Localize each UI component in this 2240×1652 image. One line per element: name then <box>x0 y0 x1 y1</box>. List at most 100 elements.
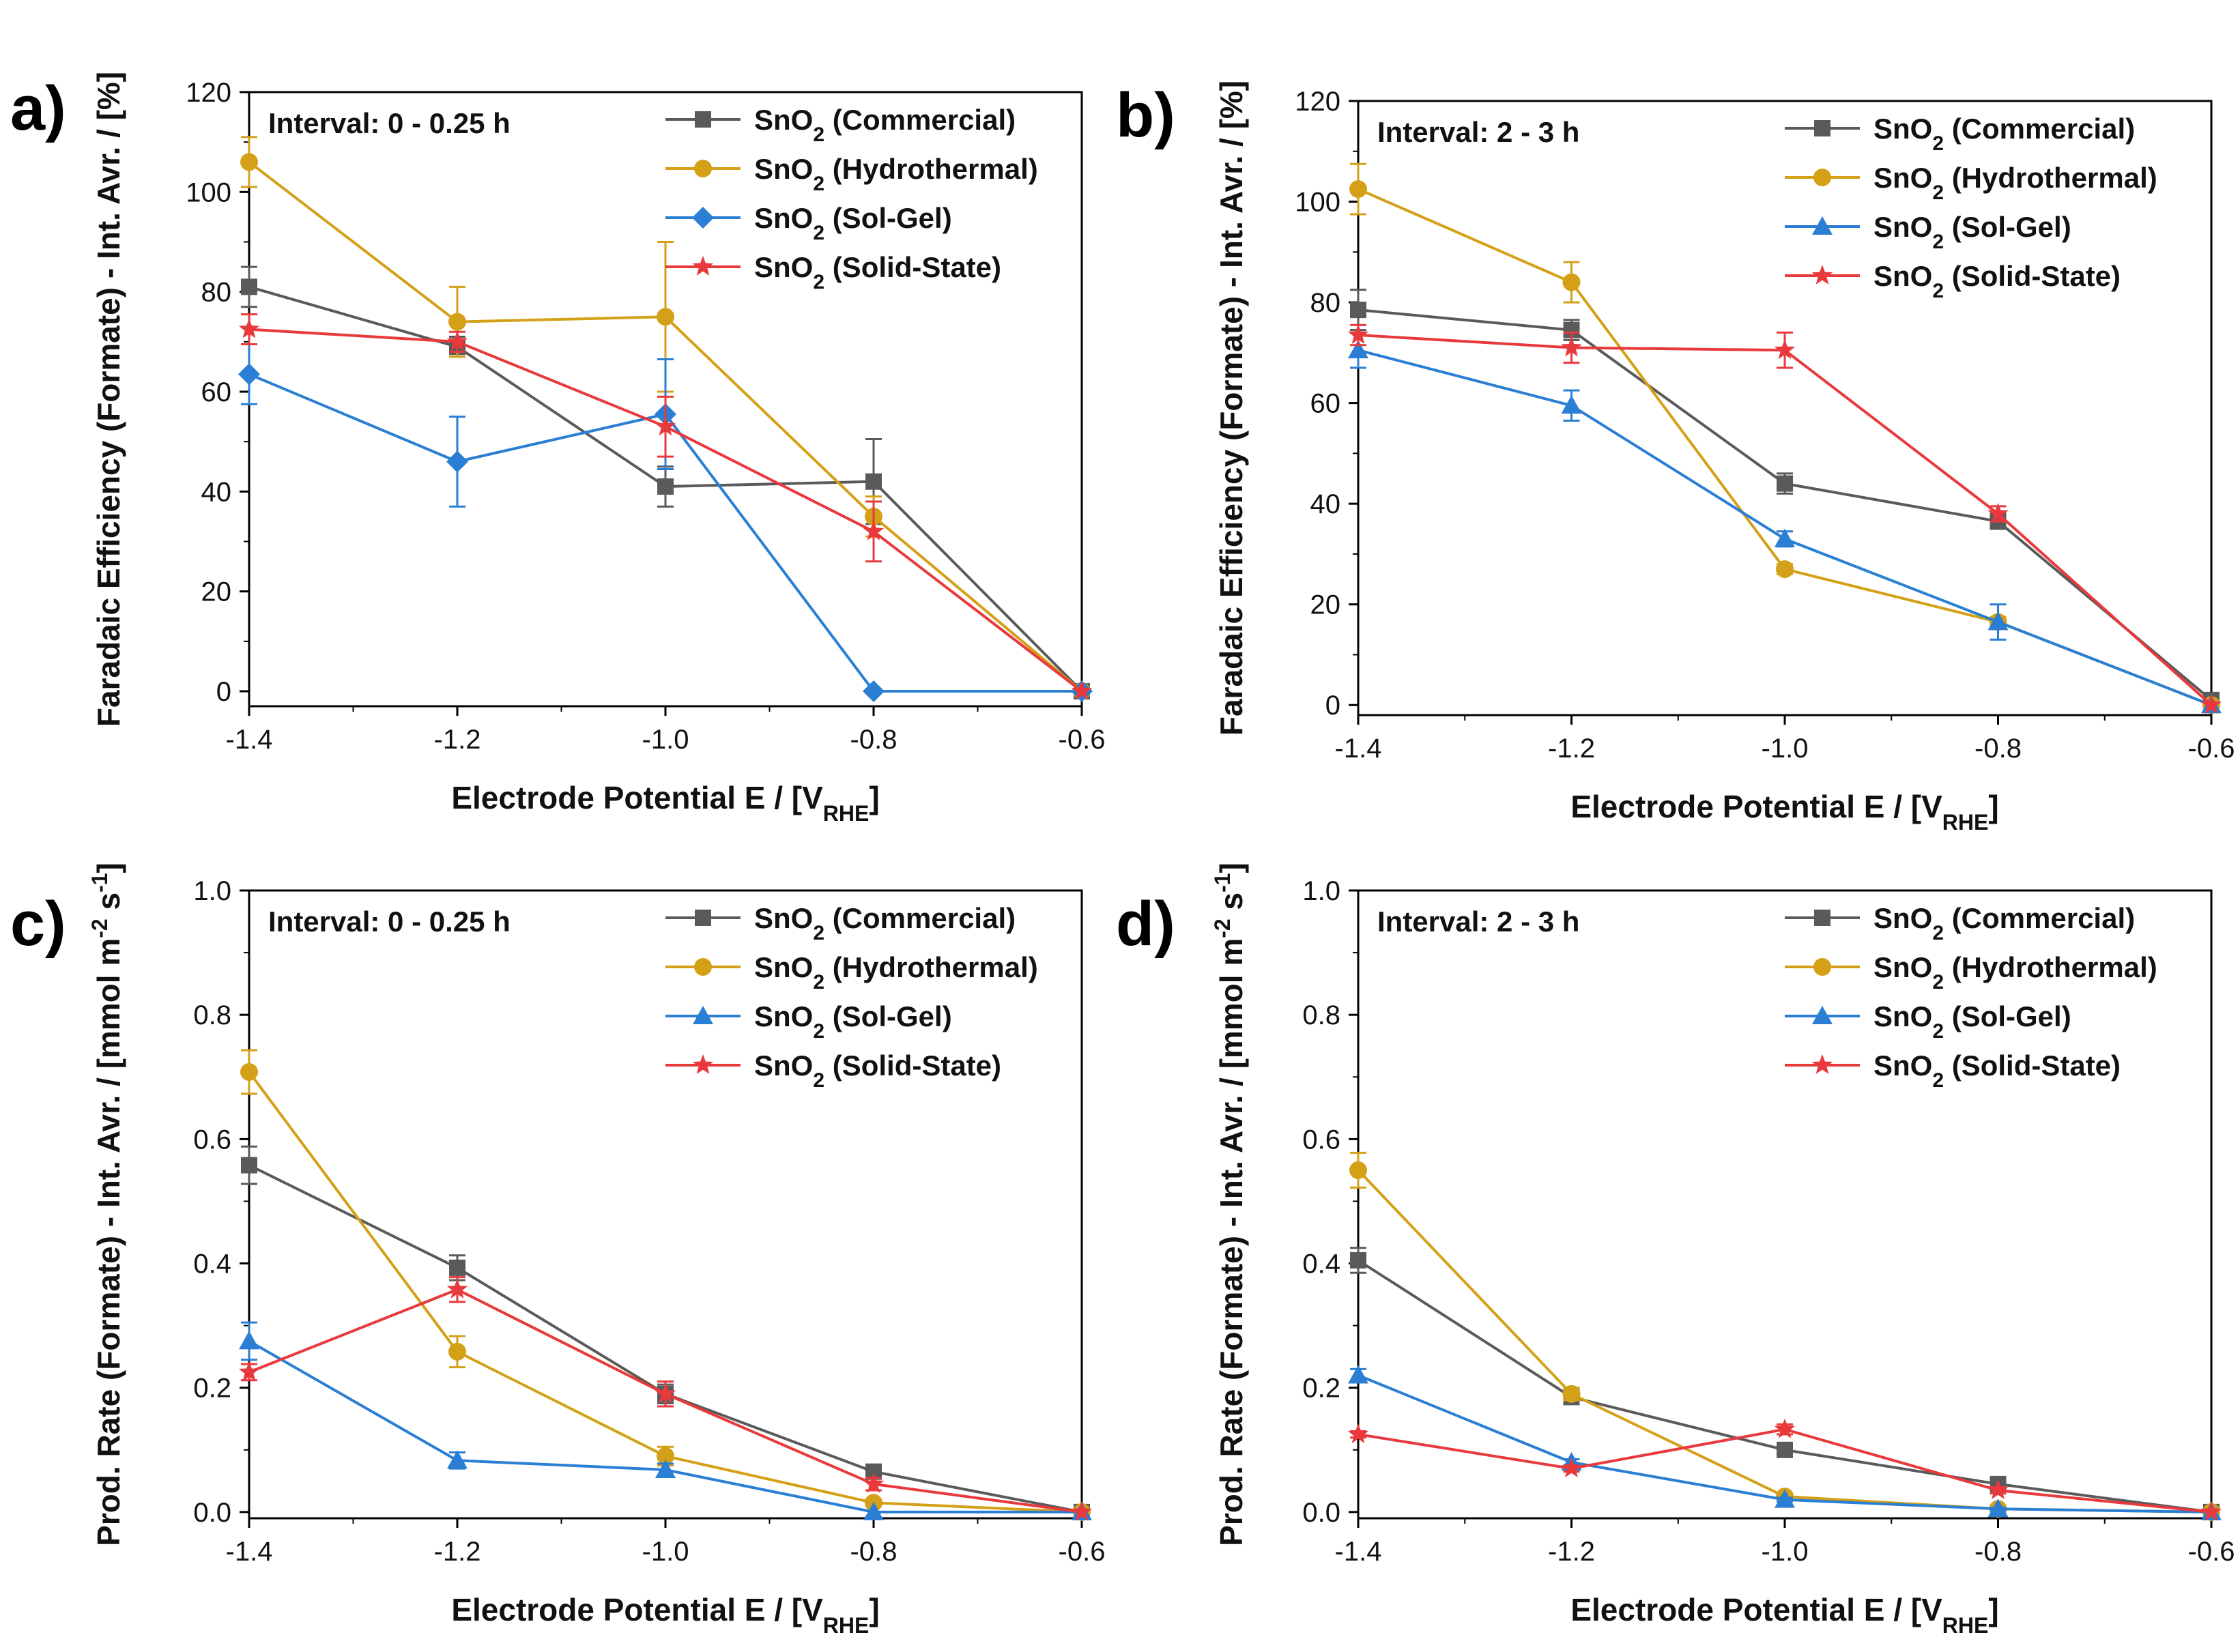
legend-item-commercial: SnO2 (Commercial) <box>665 104 1016 146</box>
panel-letter: c) <box>10 889 66 959</box>
y-axis-label: Faradaic Efficiency (Formate) - Int. Avr… <box>1214 81 1249 736</box>
x-tick-label: -1.0 <box>642 725 689 755</box>
series-sol-gel <box>1348 331 2222 714</box>
legend-label: SnO2 (Hydrothermal) <box>754 951 1038 994</box>
data-point <box>657 308 674 326</box>
legend-marker <box>693 1006 713 1024</box>
data-point <box>863 1473 885 1493</box>
panel-b: b) -1.4 -1.2 -1.0 -0.8 -0.6 0 20 40 60 80 100 120 Ele… <box>1116 81 2235 835</box>
x-tick-label: -1.4 <box>1335 1537 1382 1567</box>
data-point <box>657 1447 674 1465</box>
x-tick-label: -1.4 <box>226 1537 273 1567</box>
x-tick-label: -1.2 <box>1548 1537 1595 1567</box>
y-tick-label: 100 <box>1295 188 1340 218</box>
legend-marker <box>1814 910 1830 926</box>
x-tick-label: -0.6 <box>2188 1537 2235 1567</box>
y-axis-label: Prod. Rate (Formate) - Int. Avr. / [mmol… <box>1210 863 1249 1546</box>
data-point <box>1775 1489 1795 1508</box>
legend-item-solid-state: SnO2 (Solid-State) <box>1785 1049 2121 1092</box>
data-point <box>448 313 466 331</box>
data-point <box>655 1382 676 1403</box>
x-axis-label: Electrode Potential E / [VRHE] <box>1570 1592 1998 1638</box>
x-tick-label: -1.0 <box>642 1537 689 1567</box>
data-point <box>1987 502 2009 523</box>
data-point <box>657 478 674 495</box>
data-point <box>1561 395 1582 414</box>
data-point <box>1776 560 1794 579</box>
legend-marker <box>694 160 712 177</box>
series-solid-state <box>1347 323 2222 714</box>
data-point <box>1774 1418 1796 1438</box>
y-tick-label: 60 <box>201 377 232 407</box>
y-tick-label: 0.2 <box>1302 1374 1340 1404</box>
data-point <box>1774 339 1796 360</box>
data-point <box>1777 1441 1793 1458</box>
y-tick-label: 20 <box>1310 590 1341 620</box>
data-point <box>1347 324 1369 344</box>
data-point <box>863 520 885 540</box>
y-tick-label: 0.0 <box>1302 1498 1340 1528</box>
legend-label: SnO2 (Solid-State) <box>754 1049 1001 1092</box>
data-point <box>1561 336 1582 357</box>
legend-item-hydrothermal: SnO2 (Hydrothermal) <box>665 951 1038 994</box>
y-tick-label: 0.6 <box>193 1125 231 1155</box>
x-tick-label: -0.8 <box>1975 1537 2022 1567</box>
legend-marker <box>694 958 712 976</box>
legend: SnO2 (Commercial) SnO2 (Hydrothermal) SnO2… <box>665 902 1038 1092</box>
series-solid-state <box>1347 1418 2222 1521</box>
legend-label: SnO2 (Commercial) <box>754 104 1016 146</box>
data-point <box>1349 1161 1367 1179</box>
legend-marker <box>692 256 714 276</box>
data-point <box>863 1501 884 1520</box>
y-tick-label: 0.8 <box>1302 1000 1340 1030</box>
interval-annotation: Interval: 2 - 3 h <box>1377 905 1579 938</box>
data-point <box>241 278 257 295</box>
y-tick-label: 0.2 <box>193 1374 231 1404</box>
legend-item-commercial: SnO2 (Commercial) <box>665 902 1016 944</box>
legend-marker <box>1812 1006 1833 1024</box>
data-point <box>865 473 882 490</box>
interval-annotation: Interval: 0 - 0.25 h <box>268 905 511 938</box>
y-tick-label: 1.0 <box>193 876 231 906</box>
panel-a: a) -1.4 -1.2 -1.0 -0.8 -0.6 0 20 40 60 80 100 120 Ele… <box>10 72 1105 826</box>
legend-marker <box>695 111 711 128</box>
data-point <box>449 1259 465 1276</box>
legend-item-commercial: SnO2 (Commercial) <box>1785 902 2135 944</box>
y-tick-label: 0.0 <box>193 1498 231 1528</box>
legend-label: SnO2 (Commercial) <box>1873 902 2135 944</box>
x-tick-label: -0.8 <box>1975 734 2022 764</box>
legend-marker <box>1813 958 1831 976</box>
data-point <box>1562 1385 1581 1403</box>
y-axis-label: Faradaic Efficiency (Formate) - Int. Avr… <box>91 72 126 727</box>
x-tick-label: -1.2 <box>434 1537 481 1567</box>
legend-item-solid-state: SnO2 (Solid-State) <box>1785 260 2121 302</box>
data-point <box>863 680 885 703</box>
legend-marker <box>1813 169 1831 186</box>
data-point <box>1562 273 1581 291</box>
data-point <box>655 416 676 436</box>
data-point <box>1987 1498 2009 1518</box>
y-tick-label: 80 <box>201 278 232 308</box>
x-tick-label: -0.8 <box>850 725 898 755</box>
legend-item-hydrothermal: SnO2 (Hydrothermal) <box>1785 162 2157 204</box>
legend-item-sol-gel: SnO2 (Sol-Gel) <box>665 202 952 244</box>
legend-marker <box>1811 1054 1833 1074</box>
legend-label: SnO2 (Solid-State) <box>1873 260 2121 302</box>
data-point <box>1987 611 2009 631</box>
data-point <box>1071 680 1093 700</box>
series-line <box>248 1339 1082 1513</box>
legend-marker <box>692 207 714 229</box>
panel-letter: a) <box>10 74 66 143</box>
legend-label: SnO2 (Solid-State) <box>1873 1049 2121 1092</box>
legend-item-commercial: SnO2 (Commercial) <box>1785 113 2135 155</box>
y-tick-label: 0 <box>1325 691 1340 721</box>
data-point <box>240 153 258 171</box>
series-hydrothermal <box>1349 162 2220 714</box>
legend-item-solid-state: SnO2 (Solid-State) <box>665 251 1001 293</box>
y-tick-label: 1.0 <box>1302 876 1340 906</box>
data-point <box>238 318 260 338</box>
series-hydrothermal <box>240 1049 1091 1521</box>
x-tick-label: -0.8 <box>850 1537 898 1567</box>
data-point <box>1561 1458 1582 1478</box>
interval-annotation: Interval: 2 - 3 h <box>1377 116 1579 148</box>
